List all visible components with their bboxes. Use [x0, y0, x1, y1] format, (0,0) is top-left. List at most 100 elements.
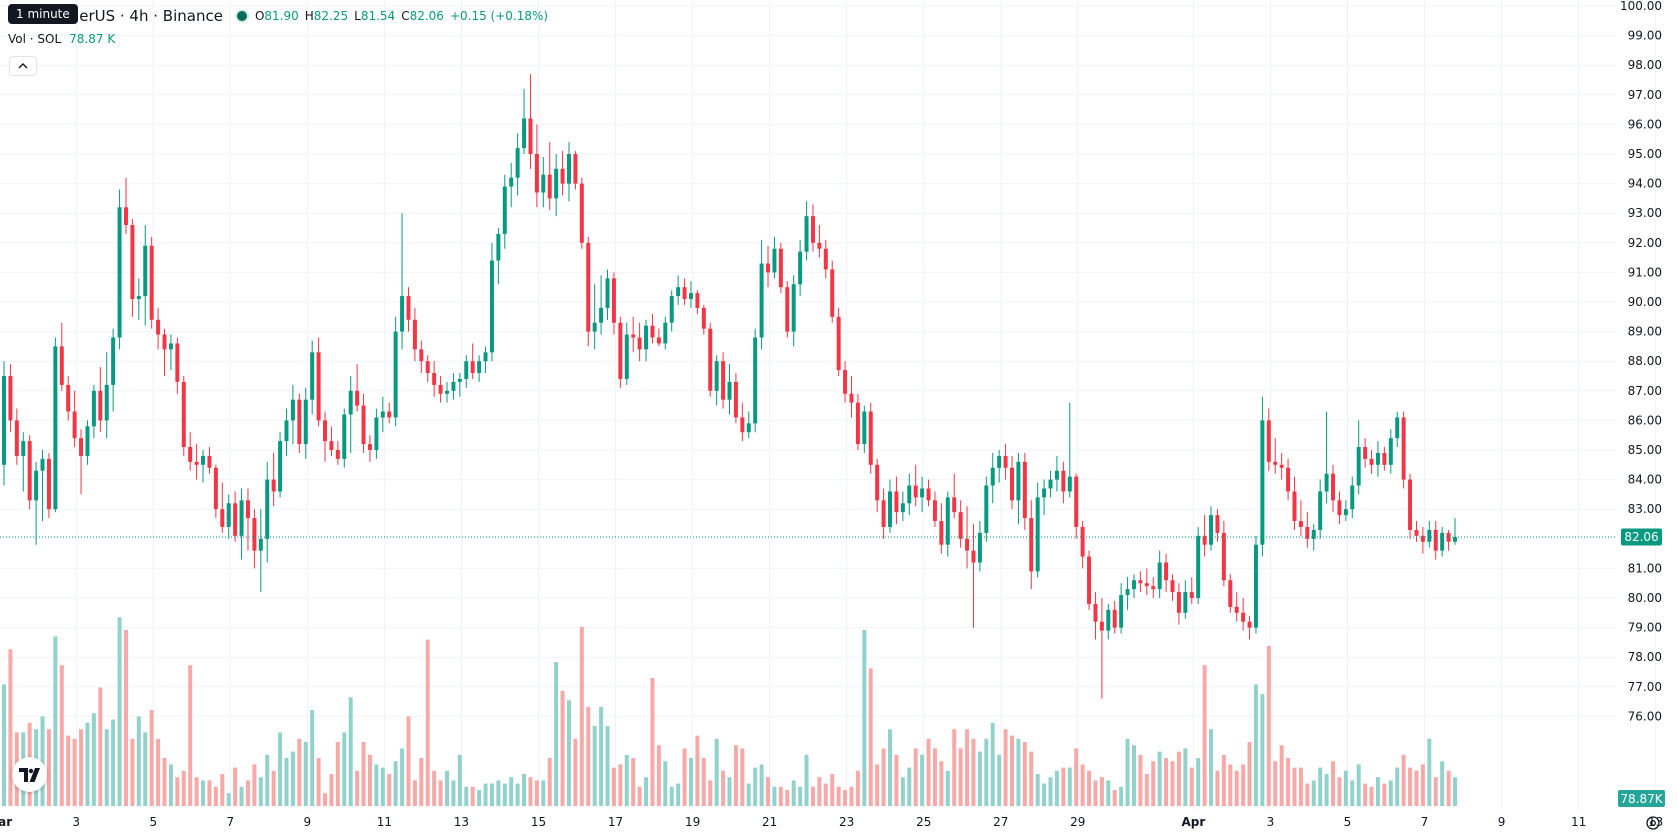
- gear-icon[interactable]: [1644, 814, 1662, 832]
- candle[interactable]: [920, 476, 925, 513]
- candle[interactable]: [1151, 577, 1156, 598]
- candle[interactable]: [502, 174, 507, 249]
- candle[interactable]: [1087, 550, 1092, 610]
- time-axis[interactable]: Mar357911131517192123252729Apr35791113: [0, 815, 1663, 829]
- candle[interactable]: [1337, 491, 1342, 524]
- candle[interactable]: [1228, 574, 1233, 613]
- candle[interactable]: [380, 396, 385, 433]
- candle[interactable]: [156, 307, 161, 350]
- candle[interactable]: [701, 304, 706, 335]
- candle[interactable]: [567, 142, 571, 202]
- candle[interactable]: [34, 461, 39, 545]
- candle[interactable]: [740, 402, 745, 442]
- candle[interactable]: [875, 458, 880, 513]
- candle[interactable]: [676, 275, 681, 305]
- candle[interactable]: [419, 340, 424, 374]
- candle[interactable]: [1176, 583, 1181, 625]
- candle[interactable]: [316, 337, 321, 427]
- candle[interactable]: [412, 307, 417, 362]
- candle[interactable]: [618, 316, 623, 388]
- candle[interactable]: [721, 352, 726, 409]
- candle[interactable]: [644, 319, 649, 362]
- candle[interactable]: [1356, 420, 1361, 495]
- candle[interactable]: [599, 275, 604, 335]
- candle[interactable]: [1395, 411, 1400, 448]
- candle[interactable]: [1266, 408, 1271, 471]
- candle[interactable]: [586, 236, 591, 347]
- candle[interactable]: [778, 242, 783, 294]
- candle[interactable]: [791, 275, 796, 347]
- candle[interactable]: [46, 452, 51, 519]
- candle[interactable]: [1016, 452, 1021, 524]
- candle[interactable]: [830, 260, 835, 323]
- candle[interactable]: [888, 479, 892, 533]
- candle[interactable]: [451, 373, 456, 400]
- candle[interactable]: [541, 156, 546, 208]
- candle[interactable]: [303, 387, 308, 459]
- candle[interactable]: [843, 361, 848, 403]
- candle[interactable]: [1042, 479, 1047, 516]
- candle[interactable]: [188, 432, 193, 471]
- candle[interactable]: [79, 429, 84, 495]
- candle[interactable]: [335, 441, 340, 465]
- candle[interactable]: [958, 500, 963, 548]
- candle[interactable]: [522, 88, 527, 154]
- candle[interactable]: [881, 488, 886, 539]
- candle[interactable]: [772, 236, 777, 279]
- candle[interactable]: [509, 162, 514, 208]
- candle[interactable]: [2, 361, 6, 486]
- candle[interactable]: [650, 313, 655, 344]
- candle[interactable]: [1446, 529, 1451, 551]
- candle[interactable]: [907, 473, 912, 516]
- tradingview-logo[interactable]: [12, 757, 47, 792]
- candle[interactable]: [149, 236, 154, 329]
- candle[interactable]: [849, 376, 854, 418]
- candle[interactable]: [27, 435, 32, 510]
- candle[interactable]: [278, 432, 283, 498]
- candle[interactable]: [483, 346, 488, 374]
- candle[interactable]: [181, 376, 186, 456]
- candle[interactable]: [1382, 447, 1387, 471]
- candle[interactable]: [457, 373, 462, 397]
- candle[interactable]: [547, 142, 552, 211]
- candle[interactable]: [579, 177, 584, 249]
- candle[interactable]: [1433, 521, 1438, 560]
- candle[interactable]: [766, 245, 771, 288]
- candles[interactable]: [2, 74, 1457, 699]
- candle[interactable]: [1054, 455, 1059, 492]
- candle[interactable]: [1189, 577, 1194, 604]
- candle[interactable]: [952, 473, 957, 519]
- market-status-icon[interactable]: [234, 9, 249, 23]
- candle[interactable]: [1048, 470, 1053, 498]
- candle[interactable]: [1106, 603, 1111, 640]
- candle[interactable]: [1221, 521, 1226, 587]
- candle[interactable]: [175, 337, 180, 394]
- candle[interactable]: [1234, 592, 1239, 622]
- candle[interactable]: [1074, 473, 1079, 539]
- candle[interactable]: [252, 509, 257, 569]
- candle[interactable]: [265, 461, 270, 563]
- candle[interactable]: [1209, 506, 1214, 551]
- candle[interactable]: [984, 476, 989, 542]
- candle[interactable]: [323, 411, 328, 462]
- candle[interactable]: [1010, 455, 1014, 510]
- candle[interactable]: [374, 408, 379, 459]
- candle[interactable]: [342, 408, 347, 468]
- candle[interactable]: [1305, 512, 1310, 548]
- candle[interactable]: [117, 189, 122, 350]
- candle[interactable]: [1279, 452, 1284, 480]
- candle[interactable]: [1022, 452, 1027, 530]
- candle[interactable]: [1112, 600, 1117, 634]
- candle[interactable]: [329, 426, 334, 456]
- candle[interactable]: [727, 364, 732, 415]
- candle[interactable]: [1093, 592, 1098, 640]
- candle[interactable]: [1440, 526, 1445, 557]
- collapse-legend-button[interactable]: [9, 56, 37, 76]
- candle[interactable]: [592, 284, 597, 350]
- candle[interactable]: [1196, 526, 1201, 604]
- candle[interactable]: [85, 420, 90, 465]
- candle[interactable]: [438, 376, 443, 403]
- candle[interactable]: [136, 278, 141, 320]
- candle[interactable]: [59, 322, 64, 391]
- candle[interactable]: [945, 491, 950, 557]
